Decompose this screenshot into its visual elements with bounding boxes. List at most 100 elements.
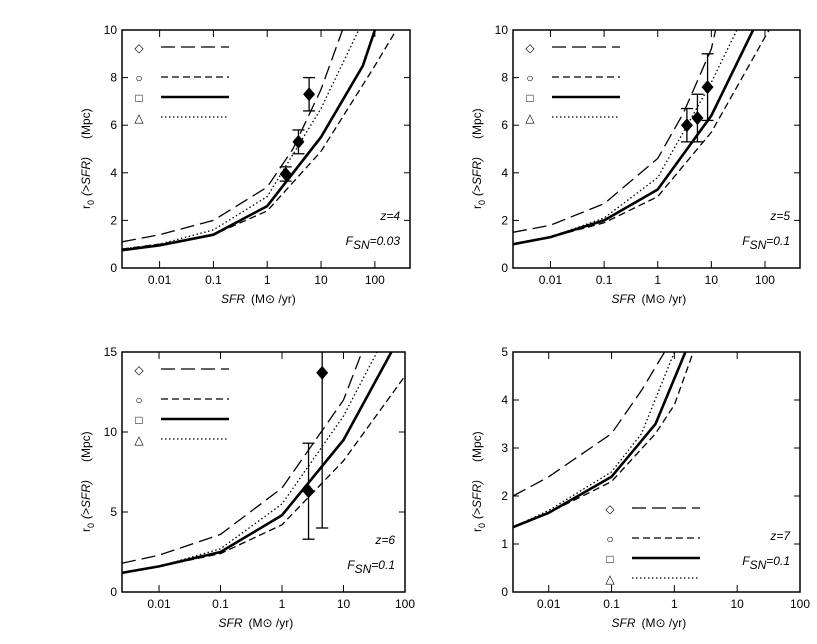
y-tick-label: 6 <box>501 118 508 132</box>
fsn-rest: =0.1 <box>766 234 790 248</box>
y-tick-label: 10 <box>104 23 118 37</box>
x-tick-label: 10 <box>731 597 745 611</box>
series-line <box>513 30 738 245</box>
legend-label: ○ <box>606 532 613 546</box>
y-tick-label: 0 <box>501 261 508 275</box>
x-tick-label: 0.01 <box>147 597 171 611</box>
series-line <box>513 352 676 528</box>
series-group <box>122 352 405 575</box>
y-label-arg: (>SFR) <box>470 157 484 196</box>
y-label-sub: 0 <box>477 200 487 205</box>
y-tick-label: 0 <box>110 261 117 275</box>
plot-frame <box>121 29 411 269</box>
legend-label: ○ <box>135 393 142 407</box>
fsn-base: F <box>742 234 750 248</box>
y-label-unit: (Mpc) <box>470 108 484 139</box>
x-tick-label: 0.1 <box>603 597 620 611</box>
fsn-sub: SN <box>750 558 767 572</box>
points <box>302 352 329 540</box>
series-line <box>122 30 397 250</box>
y-label-symbol: r <box>79 205 93 209</box>
plot-frame <box>512 351 801 593</box>
legend-label: △ <box>525 111 535 125</box>
series-line <box>122 375 405 574</box>
diamond-marker <box>316 365 329 380</box>
fsn-rest: =0.1 <box>766 554 790 568</box>
legend-label: □ <box>135 413 142 427</box>
diamond-marker <box>680 118 693 133</box>
x-tick-label: 1 <box>279 597 286 611</box>
y-label-sub: 0 <box>86 523 96 528</box>
series-line <box>513 30 717 233</box>
series-line <box>122 352 393 575</box>
y-tick-label: 2 <box>501 213 508 227</box>
y-tick-label: 2 <box>110 213 117 227</box>
x-tick-label: 100 <box>755 273 775 287</box>
y-tick-label: 4 <box>501 166 508 180</box>
annotation-fsn: FSN=0.1 <box>742 554 790 572</box>
x-tick-label: 0.1 <box>205 273 222 287</box>
x-tick-label: 1 <box>671 597 678 611</box>
y-label-symbol: r <box>470 528 484 532</box>
fsn-sub: SN <box>353 238 370 252</box>
diamond-marker <box>691 111 704 126</box>
y-label-arg: (>SFR) <box>470 480 484 519</box>
y-label-arg: (>SFR) <box>79 480 93 519</box>
fsn-rest: =0.1 <box>371 558 395 572</box>
y-tick-label: 5 <box>501 345 508 359</box>
fsn-base: F <box>742 554 750 568</box>
fsn-base: F <box>347 558 355 572</box>
y-label-symbol: r <box>470 205 484 209</box>
x-label-unit: (M⊙ /yr) <box>251 292 296 306</box>
diamond-marker <box>303 87 316 102</box>
legend-label: ◇ <box>134 41 144 55</box>
legend-label: ◇ <box>134 363 144 377</box>
x-tick-label: 100 <box>365 273 385 287</box>
series-line <box>513 352 666 497</box>
y-tick-label: 3 <box>501 441 508 455</box>
legend-label: □ <box>135 91 142 105</box>
x-tick-label: 10 <box>705 273 719 287</box>
series-group <box>513 352 694 529</box>
legend-label: □ <box>606 552 613 566</box>
y-axis-label: r0 (>SFR) (Mpc) <box>79 431 96 532</box>
series-line <box>513 352 687 529</box>
y-tick-label: 8 <box>501 71 508 85</box>
x-tick-label: 0.1 <box>596 273 613 287</box>
x-tick-label: 0.1 <box>212 597 229 611</box>
y-label-sub: 0 <box>477 523 487 528</box>
series-line <box>122 30 377 252</box>
y-tick-label: 0 <box>110 585 117 599</box>
x-tick-label: 100 <box>395 597 415 611</box>
x-label-unit: (M⊙ /yr) <box>642 616 687 630</box>
legend-label: ◇ <box>605 502 615 516</box>
legend-label: △ <box>605 572 615 586</box>
y-tick-label: 10 <box>104 425 118 439</box>
y-axis-label: r0 (>SFR) (Mpc) <box>79 108 96 209</box>
y-tick-label: 2 <box>501 489 508 503</box>
fsn-sub: SN <box>355 562 372 576</box>
y-tick-label: 1 <box>501 537 508 551</box>
legend-label: ○ <box>526 71 533 85</box>
legend-label: □ <box>526 91 533 105</box>
y-label-symbol: r <box>79 528 93 532</box>
y-tick-label: 0 <box>501 585 508 599</box>
y-tick-label: 6 <box>110 118 117 132</box>
series-line <box>122 352 378 574</box>
x-label-unit: (M⊙ /yr) <box>642 292 687 306</box>
annotation-z: z=6 <box>374 533 395 547</box>
x-tick-label: 1 <box>654 273 661 287</box>
x-tick-label: 0.01 <box>537 597 561 611</box>
x-label-var: SFR <box>612 616 636 630</box>
annotation-z: z=4 <box>379 209 400 223</box>
series-line <box>513 30 755 246</box>
y-label-unit: (Mpc) <box>79 431 93 462</box>
points <box>680 53 714 143</box>
x-axis-label: SFR (M⊙ /yr) <box>221 292 296 306</box>
x-label-unit: (M⊙ /yr) <box>249 616 294 630</box>
series-line <box>122 30 344 243</box>
x-axis-label: SFR (M⊙ /yr) <box>219 616 294 630</box>
